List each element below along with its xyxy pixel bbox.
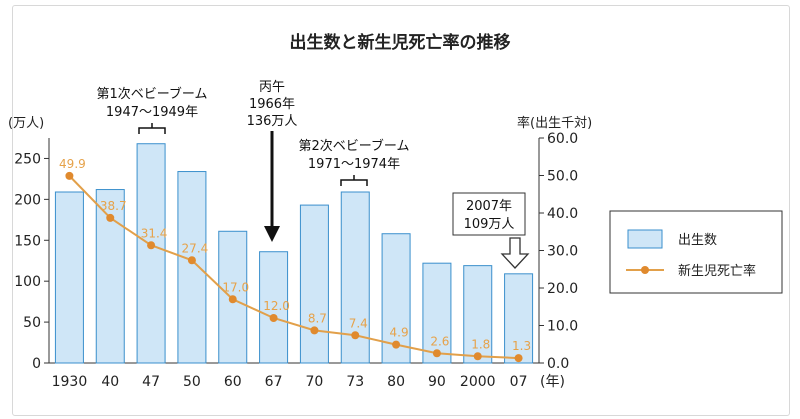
mortality-point <box>65 171 74 180</box>
mortality-data-label: 31.4 <box>141 226 168 240</box>
mortality-data-label: 8.7 <box>308 311 327 325</box>
mortality-point <box>147 241 156 250</box>
left-axis-ticks: 0 50 100 150 200 250 <box>14 151 49 372</box>
annotation-2007-arrow <box>500 237 530 269</box>
x-tick-label: 50 <box>183 374 201 390</box>
left-tick-label: 0 <box>32 356 41 372</box>
right-tick-label: 10.0 <box>547 319 578 335</box>
x-tick-label: 60 <box>224 374 242 390</box>
left-tick-label: 50 <box>23 315 41 331</box>
x-axis-unit: (年) <box>540 374 565 390</box>
annotation-baby-boom-2: 第2次ベビーブーム 1971～1974年 <box>298 138 410 186</box>
baby-boom-2-line1: 第2次ベビーブーム <box>298 138 409 154</box>
legend-box <box>609 210 783 294</box>
mortality-data-label: 49.9 <box>59 157 86 171</box>
hinoeuma-line2: 1966年 <box>249 97 295 112</box>
mortality-point <box>310 326 319 335</box>
legend-swatch-mortality-marker <box>641 266 649 274</box>
x-tick-label: 73 <box>346 374 364 390</box>
bar-births <box>54 191 84 364</box>
x-tick-label: 07 <box>510 374 528 390</box>
bar-births <box>504 273 534 364</box>
legend-label-mortality: 新生児死亡率 <box>678 263 756 279</box>
baby-boom-1-line1: 第1次ベビーブーム <box>96 86 207 102</box>
x-tick-label: 70 <box>306 374 324 390</box>
bar-births <box>463 265 493 364</box>
left-axis-unit: (万人) <box>8 116 44 131</box>
x-tick-label: 1930 <box>52 374 88 390</box>
mortality-point <box>514 354 523 363</box>
mortality-point <box>473 352 482 361</box>
annotation-2007-line1: 2007年 <box>466 199 512 214</box>
left-tick-label: 150 <box>14 233 41 249</box>
right-tick-label: 40.0 <box>547 206 578 222</box>
mortality-point <box>392 340 401 349</box>
bar-births <box>136 143 166 364</box>
bar-births <box>259 251 289 364</box>
mortality-point <box>351 331 360 340</box>
legend: 出生数 新生児死亡率 <box>609 210 783 294</box>
x-tick-label: 2000 <box>460 374 496 390</box>
birth-bars <box>54 143 534 364</box>
right-axis-ticks: 0.0 10.0 20.0 30.0 40.0 50.0 60.0 <box>539 131 578 372</box>
bar-births <box>177 171 207 364</box>
left-tick-label: 250 <box>14 151 41 167</box>
annotation-hinoeuma: 丙午 1966年 136万人 <box>247 80 298 242</box>
right-tick-label: 0.0 <box>547 356 569 372</box>
right-tick-label: 30.0 <box>547 244 578 260</box>
right-tick-label: 50.0 <box>547 169 578 185</box>
hinoeuma-arrow-head <box>264 226 280 242</box>
mortality-data-label: 2.6 <box>430 334 449 348</box>
mortality-data-label: 17.0 <box>222 280 249 294</box>
hinoeuma-line1: 丙午 <box>259 80 285 95</box>
x-tick-label: 67 <box>265 374 283 390</box>
right-tick-label: 60.0 <box>547 131 578 147</box>
x-axis-ticks: 1930 40 47 50 60 67 70 73 80 90 2000 07 <box>52 374 528 390</box>
right-axis-unit: 率(出生千対) <box>517 115 592 131</box>
baby-boom-2-bracket <box>340 175 368 186</box>
annotation-2007: 2007年 109万人 <box>452 192 530 269</box>
annotation-2007-line2: 109万人 <box>464 217 515 232</box>
x-tick-label: 80 <box>387 374 405 390</box>
bar-births <box>299 204 329 364</box>
baby-boom-1-line2: 1947～1949年 <box>106 105 198 120</box>
mortality-data-label: 27.4 <box>182 241 209 255</box>
annotation-baby-boom-1: 第1次ベビーブーム 1947～1949年 <box>96 86 208 134</box>
x-tick-label: 40 <box>101 374 119 390</box>
hinoeuma-line3: 136万人 <box>247 114 298 129</box>
left-tick-label: 100 <box>14 274 41 290</box>
mortality-data-label: 12.0 <box>263 299 290 313</box>
mortality-data-label: 1.8 <box>471 337 490 351</box>
left-tick-label: 200 <box>14 192 41 208</box>
mortality-line <box>68 175 519 360</box>
mortality-point <box>106 213 115 222</box>
mortality-point <box>187 256 196 265</box>
mortality-line-layer: 49.9 38.7 31.4 27.4 17.0 12.0 8.7 7.4 4.9 2.6 1.8 1… <box>59 157 531 363</box>
baby-boom-1-bracket <box>138 123 166 134</box>
mortality-data-label: 4.9 <box>390 326 409 340</box>
mortality-point <box>269 314 278 322</box>
mortality-data-label: 1.3 <box>512 339 531 353</box>
legend-label-births: 出生数 <box>678 233 717 248</box>
mortality-data-label: 7.4 <box>349 316 368 330</box>
chart-title: 出生数と新生児死亡率の推移 <box>290 32 511 53</box>
x-tick-label: 90 <box>428 374 446 390</box>
right-tick-label: 20.0 <box>547 281 578 297</box>
legend-swatch-births <box>627 229 663 249</box>
annotation-2007-box <box>452 192 526 236</box>
mortality-point <box>432 349 441 358</box>
x-tick-label: 47 <box>142 374 160 390</box>
mortality-point <box>228 295 237 304</box>
mortality-data-label: 38.7 <box>100 199 127 213</box>
bar-births <box>422 262 452 364</box>
baby-boom-2-line2: 1971～1974年 <box>308 157 400 172</box>
